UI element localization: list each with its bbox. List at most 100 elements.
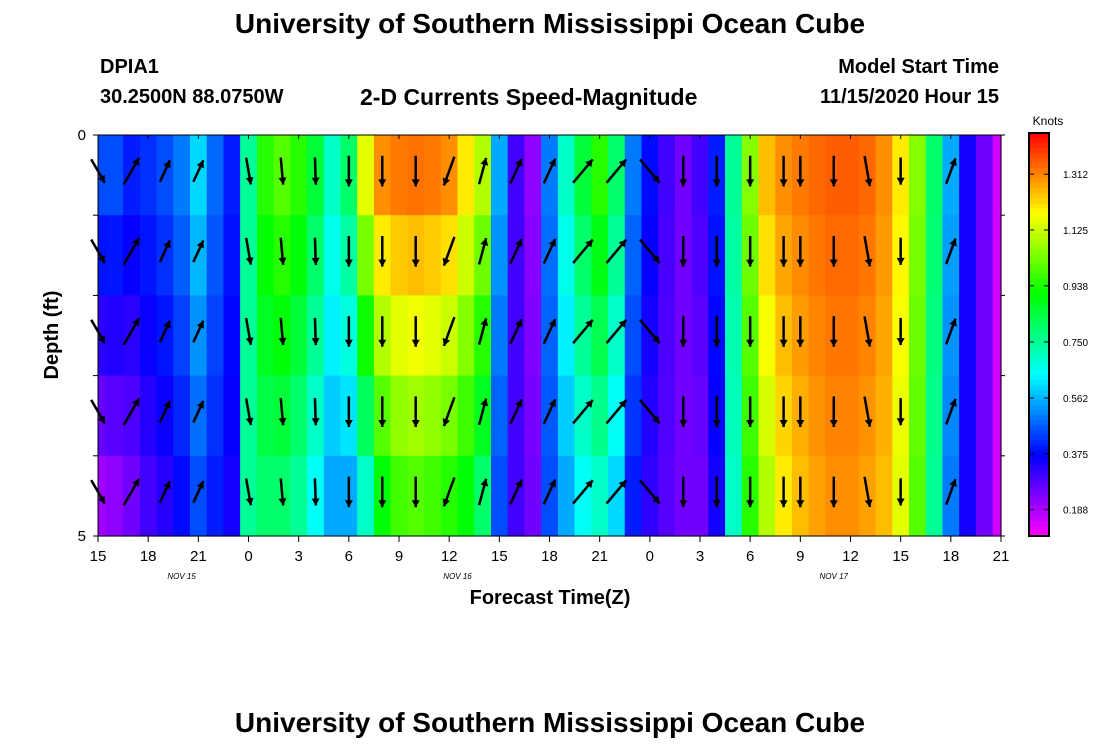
heat-cell [658, 135, 676, 216]
heat-cell [624, 215, 643, 296]
heat-cell [424, 455, 442, 537]
heat-cell [641, 455, 659, 537]
current-arrow [639, 318, 661, 345]
current-arrow [605, 399, 628, 425]
heat-cell [106, 215, 124, 296]
heat-cell [357, 375, 375, 457]
current-arrow [779, 155, 788, 187]
heat-cell [641, 295, 659, 377]
current-arrow [712, 155, 721, 187]
heat-cell [992, 455, 1002, 537]
heat-cell [256, 295, 275, 377]
current-arrow [679, 235, 688, 267]
axes: 15 18 21 0 3 6 9 12 15 18 21 0 3 6 9 12 15 18 21 NOV 15 NOV … [78, 127, 1010, 581]
heat-cell [156, 295, 174, 377]
heat-cell [942, 215, 960, 296]
heat-cell [490, 455, 509, 537]
heat-cell [842, 215, 860, 296]
current-arrow [863, 155, 873, 187]
current-arrow [509, 158, 523, 184]
heat-cell [574, 375, 592, 457]
heat-cell [992, 135, 1002, 216]
current-arrow [278, 237, 287, 265]
current-arrow [158, 480, 172, 504]
heat-cell [725, 455, 743, 537]
heat-cell [992, 375, 1002, 457]
current-arrow [378, 316, 387, 347]
heat-cell [323, 375, 342, 457]
y-tick-label: 5 [78, 528, 86, 545]
heat-cell [624, 135, 643, 216]
heat-cell [925, 375, 944, 457]
current-arrow [639, 479, 661, 505]
heat-cell [189, 375, 208, 457]
heat-cell [357, 215, 375, 296]
current-arrow [542, 398, 557, 425]
heat-cell [875, 215, 893, 296]
heat-cell [474, 295, 492, 377]
heat-cell [608, 215, 626, 296]
y-axis-label: Depth (ft) [41, 291, 63, 380]
current-arrow [945, 398, 957, 425]
heat-cell [98, 215, 107, 296]
heat-cell [524, 295, 542, 377]
current-arrow [779, 316, 788, 347]
heat-cell [942, 295, 960, 377]
current-arrows [90, 155, 957, 508]
heat-cell [624, 295, 643, 377]
current-arrow [605, 479, 628, 505]
heat-cell [357, 295, 375, 377]
heat-cell [608, 295, 626, 377]
current-arrow [542, 318, 557, 345]
heat-cell [691, 135, 709, 216]
current-arrow [244, 478, 254, 506]
current-arrow [442, 477, 456, 507]
heat-cell [173, 215, 191, 296]
heat-cell [139, 455, 158, 537]
heat-cell [758, 135, 776, 216]
heat-cell [909, 135, 927, 216]
heat-cell [608, 455, 626, 537]
heat-cell [591, 375, 609, 457]
colorbar-units: Knots [1033, 114, 1064, 128]
x-tick-label: 9 [395, 548, 403, 565]
heat-cell [658, 375, 676, 457]
current-arrow [411, 476, 420, 508]
heat-cell [98, 375, 107, 457]
colorbar: 1.312 1.125 0.938 0.750 0.562 0.375 0.188 [1028, 132, 1088, 537]
date-label: NOV 17 [820, 572, 849, 581]
heat-cell [323, 135, 342, 216]
heat-cell [189, 295, 208, 377]
x-tick-label: 12 [441, 548, 458, 565]
current-arrow [572, 238, 594, 264]
current-arrow [796, 235, 805, 267]
current-arrow [158, 400, 172, 424]
heat-cell [474, 455, 492, 537]
x-tick-label: 18 [942, 548, 959, 565]
current-arrow [572, 318, 594, 345]
x-axis-label: Forecast Time(Z) [470, 587, 631, 609]
heat-cell [624, 375, 643, 457]
heat-cell [474, 375, 492, 457]
current-arrow [572, 399, 594, 425]
x-tick-label: 18 [140, 548, 157, 565]
heat-cell [457, 295, 475, 377]
current-arrow [746, 396, 755, 427]
heat-cell [290, 215, 308, 296]
heat-cell [106, 295, 124, 377]
current-arrow [442, 396, 456, 427]
current-arrow [712, 235, 721, 267]
heat-cell [541, 455, 559, 537]
heat-cell [975, 295, 994, 377]
heat-cell [474, 215, 492, 296]
x-tick-label: 21 [190, 548, 207, 565]
x-tick-label: 21 [993, 548, 1010, 565]
heat-cell [123, 455, 141, 537]
model-start-date: 11/15/2020 Hour 15 [819, 86, 999, 108]
station-id: DPIA1 [100, 56, 159, 78]
current-arrow [411, 155, 420, 187]
heat-cell [440, 295, 459, 377]
current-arrow [192, 239, 205, 263]
current-arrow [411, 396, 420, 427]
